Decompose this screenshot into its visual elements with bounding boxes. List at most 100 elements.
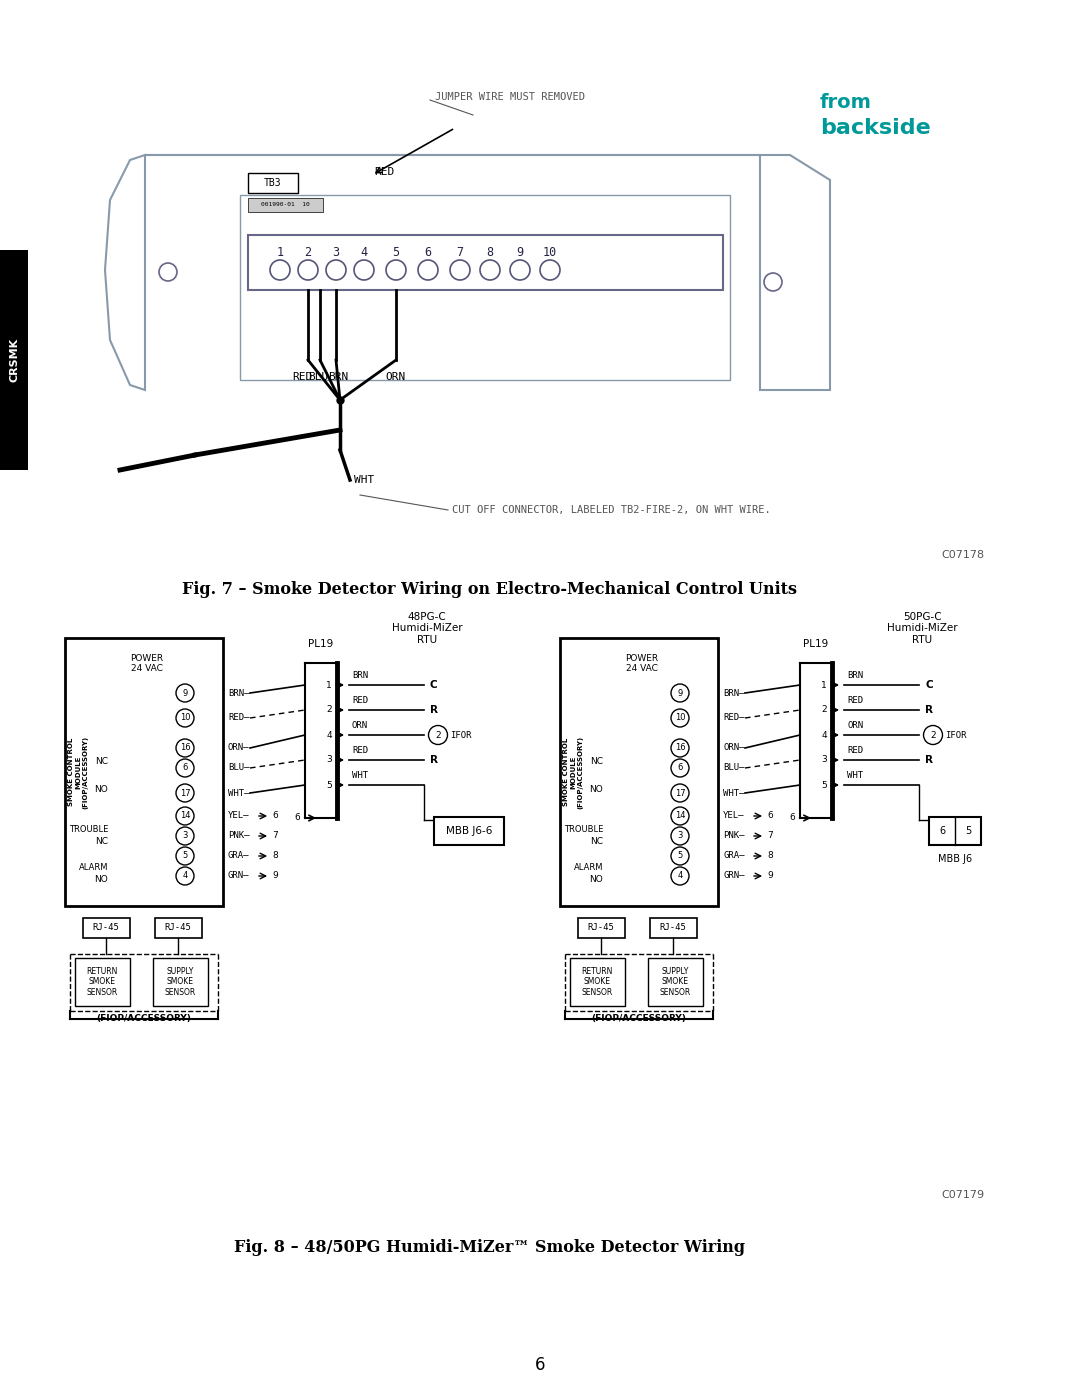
Text: GRA—: GRA— — [723, 852, 744, 861]
Text: 2: 2 — [930, 731, 935, 739]
Text: 6: 6 — [183, 764, 188, 773]
Text: 5: 5 — [964, 826, 971, 835]
Text: 9: 9 — [677, 689, 683, 697]
Text: NO: NO — [94, 785, 108, 795]
Text: 8: 8 — [486, 246, 494, 260]
Text: 7: 7 — [457, 246, 463, 260]
Text: RJ-45: RJ-45 — [660, 923, 687, 933]
Text: BRN—: BRN— — [723, 689, 744, 697]
Text: 3: 3 — [183, 831, 188, 841]
Text: WHT—: WHT— — [723, 788, 744, 798]
Bar — [561, 638, 718, 907]
Text: 7: 7 — [767, 831, 773, 841]
Text: SMOKE CONTROL
MODULE
(FIOP/ACCESSORY): SMOKE CONTROL MODULE (FIOP/ACCESSORY) — [68, 735, 87, 809]
Text: BLU—: BLU— — [228, 764, 249, 773]
Text: RED: RED — [352, 746, 368, 754]
Text: 4: 4 — [183, 872, 188, 880]
Text: ORN—: ORN— — [723, 743, 744, 753]
Text: (FIOP/ACCESSORY): (FIOP/ACCESSORY) — [592, 1014, 687, 1023]
Text: C: C — [924, 680, 933, 690]
Text: PNK—: PNK— — [723, 831, 744, 841]
Bar — [248, 235, 723, 291]
Text: BRN: BRN — [847, 671, 863, 680]
Text: MBB J6-6: MBB J6-6 — [446, 826, 492, 835]
Text: 2: 2 — [435, 731, 441, 739]
Text: C07179: C07179 — [942, 1190, 985, 1200]
Text: POWER
24 VAC: POWER 24 VAC — [131, 654, 163, 673]
Text: 4: 4 — [326, 731, 332, 739]
Text: MBB J6: MBB J6 — [937, 854, 972, 863]
Text: NO: NO — [590, 875, 603, 883]
Bar — [248, 173, 298, 193]
Text: 5: 5 — [183, 852, 188, 861]
Text: POWER
24 VAC: POWER 24 VAC — [625, 654, 659, 673]
Text: 1: 1 — [821, 680, 827, 690]
Text: 48PG-C
Humidi-MiZer
RTU: 48PG-C Humidi-MiZer RTU — [392, 612, 462, 645]
Text: 2: 2 — [305, 246, 311, 260]
Text: 4: 4 — [677, 872, 683, 880]
Text: RED: RED — [374, 168, 394, 177]
Text: BLU: BLU — [308, 372, 328, 381]
Text: GRN—: GRN— — [228, 872, 249, 880]
Text: NC: NC — [95, 837, 108, 847]
Text: IFOR: IFOR — [945, 731, 967, 739]
Text: NO: NO — [94, 875, 108, 883]
Text: 9: 9 — [183, 689, 188, 697]
Text: CUT OFF CONNECTOR, LABELED TB2-FIRE-2, ON WHT WIRE.: CUT OFF CONNECTOR, LABELED TB2-FIRE-2, O… — [453, 504, 771, 515]
Text: CRSMK: CRSMK — [9, 338, 19, 381]
Text: 2: 2 — [326, 705, 332, 714]
Text: Fig. 8 – 48/50PG Humidi-MiZer™ Smoke Detector Wiring: Fig. 8 – 48/50PG Humidi-MiZer™ Smoke Det… — [234, 1239, 745, 1256]
Text: 5: 5 — [392, 246, 400, 260]
Text: 6: 6 — [272, 812, 278, 820]
Text: 3: 3 — [333, 246, 339, 260]
Text: NC: NC — [95, 757, 108, 766]
Text: ALARM: ALARM — [79, 862, 108, 872]
Text: 10: 10 — [675, 714, 685, 722]
Text: NC: NC — [590, 757, 603, 766]
Text: 10: 10 — [179, 714, 190, 722]
Text: NO: NO — [590, 785, 603, 795]
Text: 3: 3 — [677, 831, 683, 841]
Text: 6: 6 — [767, 812, 773, 820]
Bar — [929, 817, 981, 845]
Text: 14: 14 — [675, 812, 685, 820]
Text: WHT: WHT — [354, 475, 375, 485]
Text: 9: 9 — [767, 872, 773, 880]
Text: 10: 10 — [543, 246, 557, 260]
Bar — [570, 958, 625, 1006]
Bar — [83, 918, 130, 937]
Bar — [248, 198, 323, 212]
Text: 14: 14 — [179, 812, 190, 820]
Text: ALARM: ALARM — [573, 862, 603, 872]
Text: 6: 6 — [424, 246, 432, 260]
Bar — [75, 958, 130, 1006]
Text: GRA—: GRA— — [228, 852, 249, 861]
Text: SUPPLY
SMOKE
SENSOR: SUPPLY SMOKE SENSOR — [164, 967, 195, 997]
Bar — [156, 918, 202, 937]
Text: ORN: ORN — [847, 721, 863, 731]
Bar — [650, 918, 697, 937]
Text: 17: 17 — [675, 788, 686, 798]
Text: C07178: C07178 — [942, 550, 985, 560]
Text: RED—: RED— — [228, 714, 249, 722]
Bar — [240, 196, 730, 380]
Text: IFOR: IFOR — [450, 731, 472, 739]
Text: RJ-45: RJ-45 — [588, 923, 615, 933]
Text: (FIOP/ACCESSORY): (FIOP/ACCESSORY) — [96, 1014, 191, 1023]
Text: RJ-45: RJ-45 — [164, 923, 191, 933]
Bar — [65, 638, 222, 907]
Text: 6: 6 — [535, 1356, 545, 1375]
Text: 8: 8 — [767, 852, 773, 861]
Text: 9: 9 — [272, 872, 278, 880]
Text: ORN—: ORN— — [228, 743, 249, 753]
Text: RJ-45: RJ-45 — [93, 923, 120, 933]
Text: 6: 6 — [677, 764, 683, 773]
Text: R: R — [924, 754, 933, 766]
Text: 16: 16 — [179, 743, 190, 753]
Text: Fig. 7 – Smoke Detector Wiring on Electro-Mechanical Control Units: Fig. 7 – Smoke Detector Wiring on Electr… — [183, 581, 797, 598]
Text: R: R — [430, 754, 438, 766]
Text: 9: 9 — [516, 246, 524, 260]
Text: SMOKE CONTROL
MODULE
(FIOP/ACCESSORY): SMOKE CONTROL MODULE (FIOP/ACCESSORY) — [563, 735, 583, 809]
Text: PNK—: PNK— — [228, 831, 249, 841]
Text: 5: 5 — [677, 852, 683, 861]
